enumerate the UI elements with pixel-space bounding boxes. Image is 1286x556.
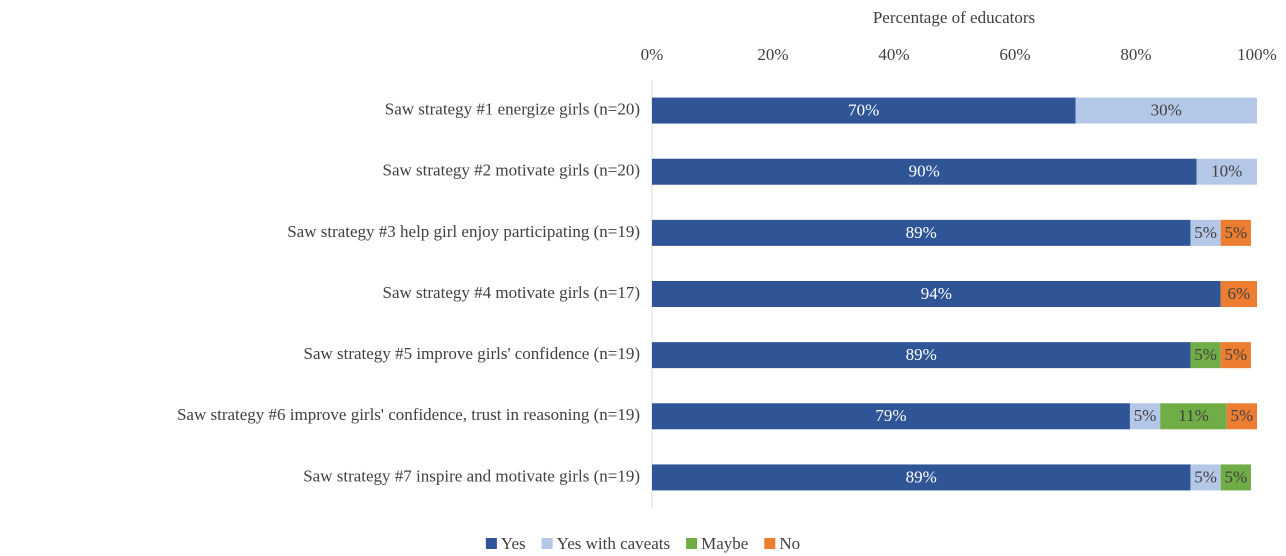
y-tick-label: Saw strategy #3 help girl enjoy particip… bbox=[287, 222, 640, 241]
y-tick-label: Saw strategy #1 energize girls (n=20) bbox=[385, 99, 640, 118]
data-label: 90% bbox=[909, 162, 940, 181]
legend-swatch bbox=[485, 538, 497, 549]
legend-swatch bbox=[764, 538, 776, 549]
bar-segment bbox=[1190, 464, 1221, 491]
x-tick-label: 40% bbox=[878, 45, 909, 64]
bar-segment bbox=[652, 342, 1191, 369]
bar-segment bbox=[1220, 342, 1251, 369]
bar-segment bbox=[1129, 403, 1161, 430]
bar-segment bbox=[652, 158, 1197, 185]
x-tick-label: 80% bbox=[1120, 45, 1151, 64]
bar-segment bbox=[1196, 158, 1257, 185]
data-label: 10% bbox=[1211, 162, 1242, 181]
bar-segment bbox=[1160, 403, 1227, 430]
legend-label: No bbox=[779, 534, 800, 553]
bar-segment bbox=[1220, 281, 1257, 307]
x-tick-label: 60% bbox=[999, 45, 1030, 64]
bar-segment bbox=[1190, 219, 1221, 246]
data-label: 5% bbox=[1194, 467, 1217, 486]
legend-swatch bbox=[686, 538, 698, 549]
data-label: 89% bbox=[906, 223, 937, 242]
data-label: 94% bbox=[921, 284, 952, 303]
legend-swatch bbox=[541, 538, 553, 549]
y-tick-label: Saw strategy #7 inspire and motivate gir… bbox=[303, 466, 640, 485]
bar-segment bbox=[652, 281, 1221, 307]
data-label: 5% bbox=[1194, 345, 1217, 364]
bar-segment bbox=[652, 464, 1191, 491]
data-label: 11% bbox=[1178, 406, 1209, 425]
data-label: 5% bbox=[1224, 223, 1247, 242]
x-tick-label: 100% bbox=[1237, 45, 1277, 64]
bar-segment bbox=[652, 97, 1076, 124]
bar-segment bbox=[1075, 97, 1257, 124]
legend-label: Maybe bbox=[701, 534, 748, 553]
legend-label: Yes bbox=[501, 534, 526, 553]
bar-segment bbox=[652, 219, 1191, 246]
data-label: 70% bbox=[848, 100, 879, 119]
data-label: 30% bbox=[1151, 100, 1182, 119]
bar-segment bbox=[1220, 464, 1251, 491]
data-label: 5% bbox=[1224, 467, 1247, 486]
data-label: 79% bbox=[875, 406, 906, 425]
data-label: 5% bbox=[1134, 406, 1157, 425]
bar-segment bbox=[652, 403, 1130, 430]
data-label: 5% bbox=[1231, 406, 1254, 425]
x-tick-label: 20% bbox=[757, 45, 788, 64]
legend-label: Yes with caveats bbox=[557, 534, 670, 553]
data-label: 89% bbox=[906, 345, 937, 364]
x-tick-label: 0% bbox=[641, 45, 664, 64]
y-tick-label: Saw strategy #4 motivate girls (n=17) bbox=[383, 283, 640, 302]
y-tick-label: Saw strategy #6 improve girls' confidenc… bbox=[177, 405, 640, 424]
y-tick-label: Saw strategy #2 motivate girls (n=20) bbox=[383, 161, 640, 180]
x-axis-title: Percentage of educators bbox=[873, 8, 1035, 27]
data-label: 5% bbox=[1194, 223, 1217, 242]
bar-segment bbox=[1226, 403, 1257, 430]
y-tick-label: Saw strategy #5 improve girls' confidenc… bbox=[303, 344, 640, 363]
data-label: 89% bbox=[906, 467, 937, 486]
data-label: 5% bbox=[1224, 345, 1247, 364]
data-label: 6% bbox=[1228, 284, 1251, 303]
bar-segment bbox=[1190, 342, 1221, 369]
bar-segment bbox=[1220, 219, 1251, 246]
